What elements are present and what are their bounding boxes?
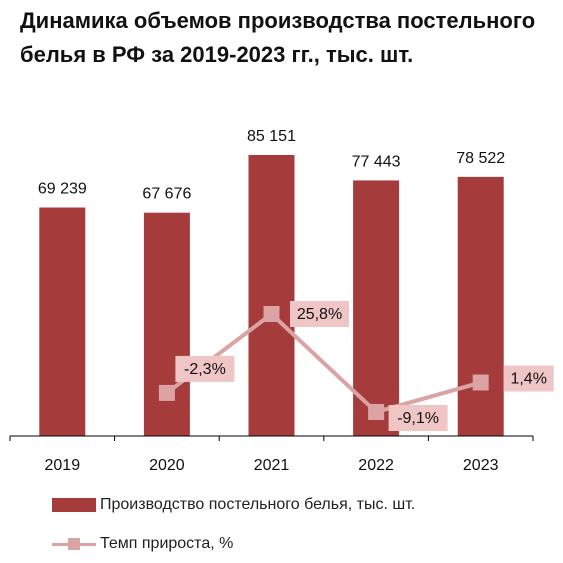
growth-value-label-2022: -9,1%: [397, 410, 439, 427]
growth-marker-2022: [368, 404, 385, 420]
legend-label-production: Производство постельного белья, тыс. шт.: [100, 496, 416, 513]
bar-value-label-2022: 77 443: [352, 153, 401, 170]
bar-2019: [39, 207, 86, 436]
growth-label-box-2022: [388, 405, 448, 431]
bar-2022: [353, 180, 400, 436]
legend-item-production: Производство постельного белья, тыс. шт.: [52, 496, 415, 514]
growth-label-box-2023: [503, 365, 554, 392]
growth-value-label-2023: 1,4%: [510, 371, 546, 388]
bar-value-label-2020: 67 676: [142, 186, 191, 203]
growth-value-label-2021: 25,8%: [297, 306, 342, 323]
x-tick-label-2019: 2019: [45, 457, 81, 474]
x-tick-label-2022: 2022: [358, 457, 394, 474]
growth-label-box-2020: [175, 355, 235, 382]
x-tick-label-2021: 2021: [254, 457, 290, 474]
legend-label-growth-rate: Темп прироста, %: [100, 535, 234, 552]
growth-value-label-2020: -2,3%: [184, 361, 226, 378]
bar-2023: [457, 176, 504, 437]
bar-value-label-2021: 85 151: [247, 128, 296, 145]
x-tick-label-2023: 2023: [463, 457, 499, 474]
bar-value-label-2019: 69 239: [38, 181, 87, 198]
chart-title: Динамика объемов производства постельног…: [20, 8, 536, 67]
bar-value-label-2023: 78 522: [456, 150, 505, 167]
legend-item-growth-rate: Темп прироста, %: [52, 535, 233, 553]
growth-marker-2020: [158, 384, 175, 401]
bar-2020: [143, 212, 190, 436]
growth-marker-2023: [472, 374, 489, 391]
legend-bar-swatch: [52, 498, 96, 512]
legend-line-swatch: [52, 537, 96, 551]
x-tick-label-2020: 2020: [149, 457, 185, 474]
growth-rate-line: [165, 311, 482, 415]
growth-marker-2021: [263, 306, 280, 322]
growth-label-box-2021: [290, 301, 349, 327]
bar-2021: [248, 155, 295, 436]
